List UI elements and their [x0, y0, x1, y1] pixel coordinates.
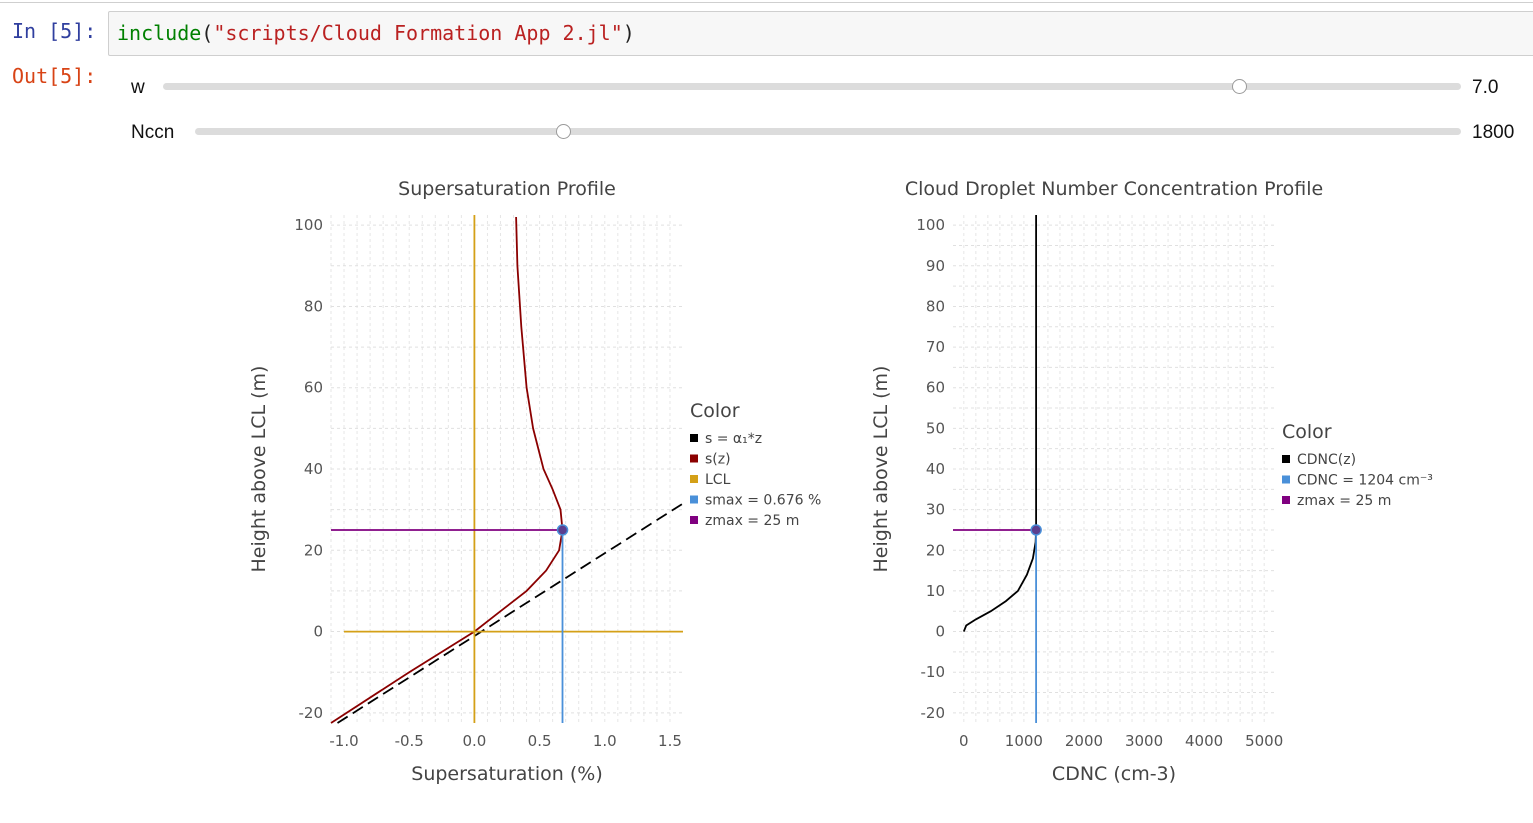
legend-swatch — [690, 434, 698, 442]
y-tick-label: 40 — [926, 460, 945, 478]
slider-nccn-handle[interactable] — [556, 124, 572, 139]
output-prompt: Out[5]: — [12, 64, 97, 88]
x-tick-label: 1000 — [1005, 732, 1043, 750]
y-tick-label: -20 — [299, 704, 324, 722]
x-tick-label: 5000 — [1245, 732, 1283, 750]
legend: Color s = α₁*z s(z) LCL smax = 0.676 % zmax =… — [690, 400, 821, 529]
legend-label: LCL — [705, 472, 731, 488]
legend-title: Color — [1282, 421, 1332, 443]
code-line[interactable]: include("scripts/Cloud Formation App 2.j… — [117, 21, 635, 45]
legend-label: zmax = 25 m — [1297, 493, 1391, 509]
slider-nccn-track[interactable] — [195, 124, 1461, 139]
code-cell-input[interactable]: include("scripts/Cloud Formation App 2.j… — [108, 11, 1533, 56]
y-tick-label: 50 — [926, 419, 945, 437]
code-open-paren: ( — [201, 21, 214, 45]
legend-swatch — [690, 495, 698, 504]
x-tick-label: 4000 — [1185, 732, 1223, 750]
y-tick-label: 100 — [294, 216, 323, 234]
y-axis-label: Height above LCL (m) — [870, 366, 892, 573]
x-tick-label: 1.5 — [658, 732, 682, 750]
legend-swatch — [1282, 475, 1290, 484]
max-point-marker — [1030, 524, 1042, 536]
y-tick-label: 0 — [935, 623, 945, 641]
slider-w-handle[interactable] — [1232, 79, 1248, 94]
x-tick-label: -1.0 — [329, 732, 358, 750]
x-tick-label: 1.0 — [593, 732, 617, 750]
legend-label: s(z) — [705, 452, 731, 468]
y-tick-label: 20 — [926, 541, 945, 559]
legend-title: Color — [690, 400, 740, 422]
series-line — [337, 502, 684, 724]
y-tick-label: 80 — [304, 297, 323, 315]
series-line — [330, 216, 564, 724]
y-tick-label: 70 — [926, 338, 945, 356]
y-tick-label: 100 — [916, 216, 945, 234]
y-tick-label: 90 — [926, 257, 945, 275]
legend-label: zmax = 25 m — [705, 513, 799, 529]
grid — [330, 215, 683, 723]
input-prompt: In [5]: — [12, 19, 97, 43]
y-tick-label: 40 — [304, 460, 323, 478]
slider-w-track[interactable] — [163, 79, 1461, 94]
y-tick-label: 80 — [926, 297, 945, 315]
x-tick-label: 2000 — [1065, 732, 1103, 750]
legend: Color CDNC(z) CDNC = 1204 cm⁻³ zmax = 25 m — [1282, 421, 1433, 509]
grid — [953, 215, 1275, 723]
cell-top-border — [0, 2, 1533, 3]
y-tick-label: -10 — [921, 663, 946, 681]
legend-swatch — [1282, 496, 1290, 504]
chart-1: -1.0 -0.5 0.0 0.5 1.0 1.5 -20 0 20 40 60 80 100 Super… — [248, 178, 821, 785]
x-axis-label: Supersaturation (%) — [411, 763, 602, 785]
x-tick-label: 3000 — [1125, 732, 1163, 750]
legend-swatch — [690, 454, 698, 463]
y-axis-label: Height above LCL (m) — [248, 366, 270, 573]
legend-label: CDNC(z) — [1297, 452, 1356, 468]
y-tick-label: 60 — [926, 379, 945, 397]
slider-w-label: w — [131, 77, 145, 98]
y-tick-label: 60 — [304, 379, 323, 397]
y-tick-label: -20 — [921, 704, 946, 722]
legend-label: s = α₁*z — [705, 431, 762, 447]
chart-title: Cloud Droplet Number Concentration Profi… — [905, 178, 1323, 200]
x-tick-label: 0.0 — [462, 732, 486, 750]
y-tick-label: 30 — [926, 501, 945, 519]
code-close-paren: ) — [622, 21, 635, 45]
code-string-arg: "scripts/Cloud Formation App 2.jl" — [213, 21, 623, 45]
code-function: include — [117, 21, 202, 45]
legend-swatch — [690, 475, 698, 483]
legend-swatch — [1282, 455, 1290, 463]
legend-label: smax = 0.676 % — [705, 493, 821, 509]
x-tick-label: 0.5 — [528, 732, 552, 750]
chart-2: 0 1000 2000 3000 4000 5000 -20 -10 0 10 20 30 40 50 60… — [870, 178, 1433, 785]
y-tick-label: 0 — [313, 623, 323, 641]
y-tick-label: 20 — [304, 541, 323, 559]
chart-title: Supersaturation Profile — [398, 178, 616, 200]
y-tick-label: 10 — [926, 582, 945, 600]
x-tick-label: 0 — [959, 732, 969, 750]
x-axis-label: CDNC (cm-3) — [1052, 763, 1176, 785]
series-line — [962, 215, 1037, 632]
x-tick-label: -0.5 — [395, 732, 424, 750]
max-point-marker — [556, 524, 569, 536]
legend-label: CDNC = 1204 cm⁻³ — [1297, 473, 1433, 489]
legend-swatch — [690, 516, 698, 524]
slider-nccn-value: 1800 — [1472, 122, 1515, 143]
slider-nccn-label: Nccn — [131, 122, 175, 143]
slider-w-value: 7.0 — [1472, 77, 1499, 98]
